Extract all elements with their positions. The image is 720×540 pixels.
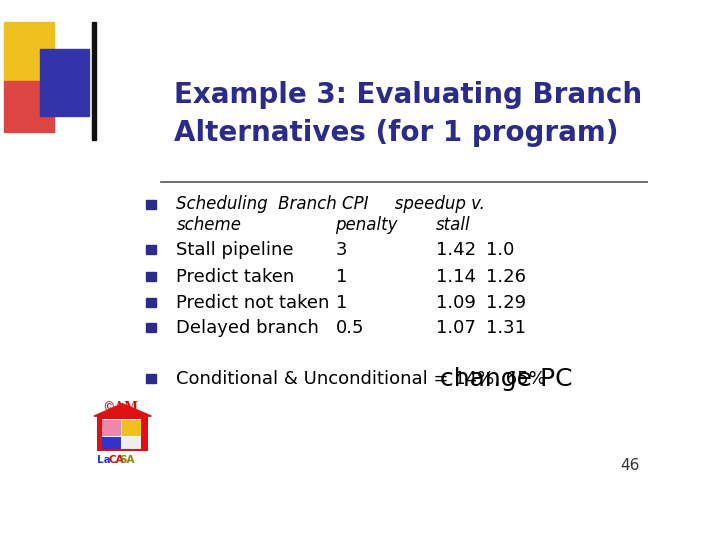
Text: penalty: penalty	[336, 216, 398, 234]
Text: Example 3: Evaluating Branch: Example 3: Evaluating Branch	[174, 82, 642, 110]
Text: 3: 3	[336, 241, 347, 259]
Text: 1.29: 1.29	[486, 294, 526, 312]
Text: La: La	[96, 455, 110, 465]
Text: Delayed branch: Delayed branch	[176, 319, 320, 336]
Text: 0.5: 0.5	[336, 319, 364, 336]
Bar	[96, 416, 148, 451]
Text: Predict taken: Predict taken	[176, 268, 294, 286]
Text: ©AM: ©AM	[102, 401, 138, 414]
Text: Stall pipeline: Stall pipeline	[176, 241, 294, 259]
Bar	[143, 419, 148, 449]
Text: stall: stall	[436, 216, 471, 234]
Text: 1.0: 1.0	[486, 241, 515, 259]
Bar	[122, 437, 141, 449]
Text: 1.42: 1.42	[436, 241, 476, 259]
Bar	[146, 374, 156, 383]
Text: Conditional & Unconditional = 14%, 65%: Conditional & Unconditional = 14%, 65%	[176, 370, 552, 388]
Text: 1: 1	[336, 268, 347, 286]
Text: 1.07: 1.07	[436, 319, 476, 336]
Text: 1: 1	[336, 294, 347, 312]
Polygon shape	[94, 404, 151, 416]
Bar	[102, 437, 121, 449]
Bar	[102, 420, 121, 436]
Text: Alternatives (for 1 program): Alternatives (for 1 program)	[174, 119, 618, 147]
Text: scheme: scheme	[176, 216, 241, 234]
Text: S: S	[107, 423, 114, 433]
Bar	[102, 419, 141, 449]
Bar	[146, 272, 156, 281]
Bar	[146, 323, 156, 332]
Text: SA: SA	[119, 455, 135, 465]
Bar	[122, 420, 141, 436]
Text: CA: CA	[109, 455, 124, 465]
Text: Predict not taken: Predict not taken	[176, 294, 330, 312]
Text: 1.09: 1.09	[436, 294, 476, 312]
Text: 46: 46	[620, 458, 639, 473]
Text: Scheduling  Branch CPI     speedup v.: Scheduling Branch CPI speedup v.	[176, 195, 485, 213]
Text: change PC: change PC	[441, 367, 573, 391]
Bar	[146, 199, 156, 208]
Text: 1.26: 1.26	[486, 268, 526, 286]
Bar	[146, 298, 156, 307]
Text: 1.31: 1.31	[486, 319, 526, 336]
Bar	[146, 245, 156, 254]
Text: 1.14: 1.14	[436, 268, 476, 286]
Bar	[96, 419, 102, 449]
